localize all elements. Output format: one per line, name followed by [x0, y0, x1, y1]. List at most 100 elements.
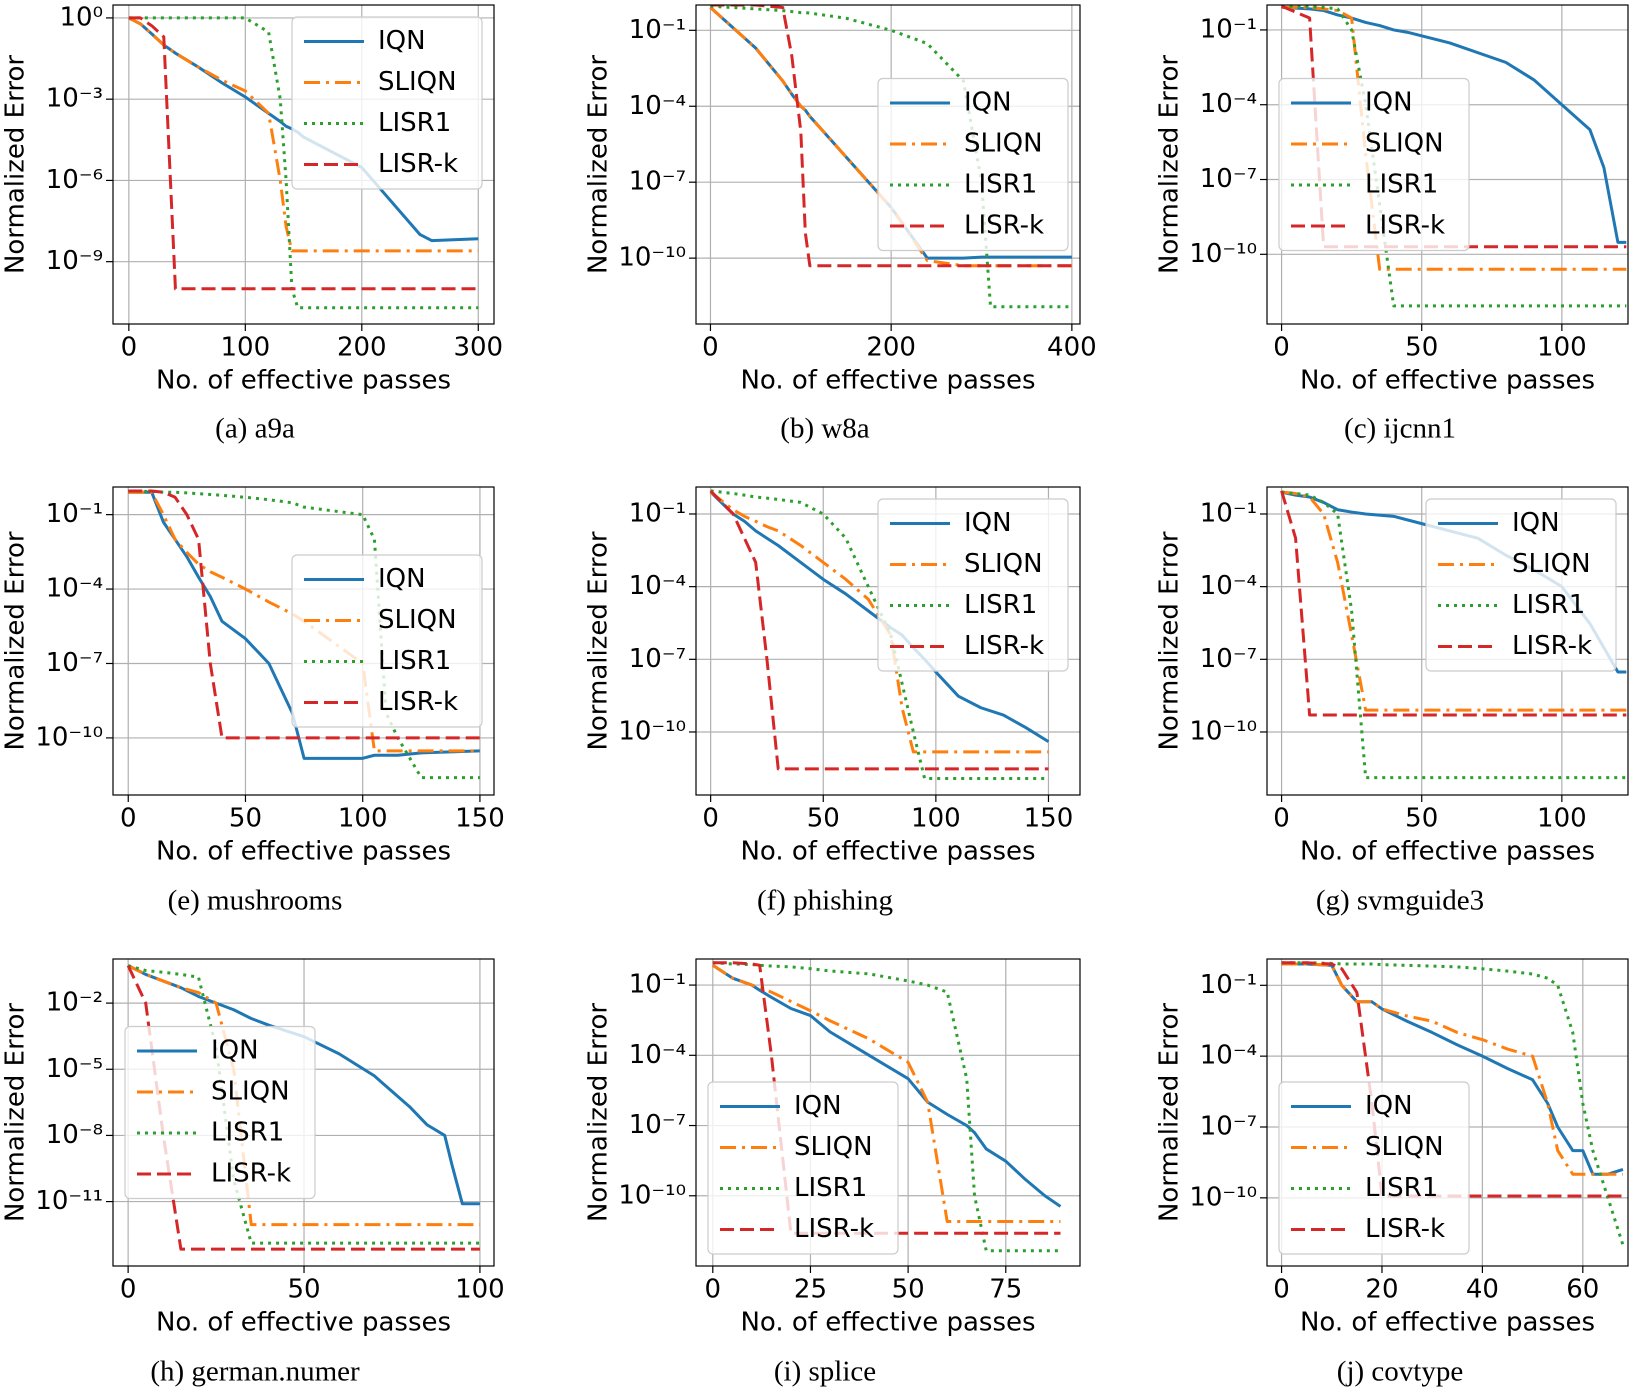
- legend-label: SLIQN: [964, 549, 1043, 579]
- x-axis-label: No. of effective passes: [156, 1308, 451, 1338]
- y-tick-label: 10⁻⁴: [629, 91, 686, 121]
- x-tick-label: 50: [287, 1275, 320, 1305]
- series-line: [1281, 490, 1627, 780]
- legend-box: [877, 498, 1069, 672]
- y-tick-label: 10⁻⁴: [46, 574, 103, 604]
- y-tick-label: 10⁻¹⁰: [618, 1180, 686, 1210]
- plot-frame: [1266, 486, 1629, 796]
- series-line: [709, 490, 1049, 754]
- x-tick-label: 0: [702, 333, 719, 363]
- legend-label: SLIQN: [1365, 129, 1444, 159]
- x-tick-label: 0: [1273, 333, 1290, 363]
- series-line: [127, 964, 480, 1245]
- legend-label: LISR-k: [211, 1159, 291, 1189]
- chart-panel: 0 200 400 10⁻¹⁰ 10⁻⁷ 10⁻⁴ 10⁻¹ IQN SLIQN LISR1 LIS…: [584, 4, 1097, 445]
- x-tick-label: 100: [911, 804, 961, 834]
- legend-box: [124, 1025, 316, 1200]
- legend-label: IQN: [378, 564, 426, 594]
- y-tick-label: 10⁻⁷: [1200, 1111, 1257, 1141]
- y-axis-label: Normalized Error: [1155, 531, 1185, 750]
- x-tick-label: 200: [866, 333, 916, 363]
- plot-frame: [112, 958, 495, 1267]
- y-axis-label: Normalized Error: [584, 531, 614, 750]
- series-line: [128, 490, 480, 753]
- series-line: [128, 16, 479, 253]
- x-tick-label: 100: [220, 333, 270, 363]
- legend-box: [291, 554, 483, 728]
- legend-label: SLIQN: [964, 129, 1043, 159]
- series-line: [127, 964, 480, 1227]
- series-group: [709, 5, 1072, 309]
- y-tick-label: 10⁻¹⁰: [1189, 716, 1257, 746]
- legend-label: LISR1: [378, 108, 451, 138]
- caption: (h) german.numer: [150, 1356, 360, 1388]
- chart-panel: 0 25 50 75 10⁻¹⁰ 10⁻⁷ 10⁻⁴ 10⁻¹ IQN SLIQN LISR1 LIS…: [584, 958, 1081, 1388]
- y-tick-label: 10⁻⁶: [46, 165, 103, 195]
- y-tick-label: 10⁻¹⁰: [618, 243, 686, 273]
- x-tick-label: 50: [807, 804, 840, 834]
- y-tick-label: 10⁻⁴: [1200, 571, 1257, 601]
- x-tick-label: 100: [1537, 333, 1587, 363]
- y-tick-label: 10⁻¹: [1200, 14, 1257, 44]
- legend-label: LISR-k: [1512, 631, 1592, 661]
- x-tick-label: 300: [453, 333, 503, 363]
- x-tick-label: 100: [455, 1275, 505, 1305]
- x-tick-label: 200: [337, 333, 387, 363]
- legend-label: LISR1: [964, 590, 1037, 620]
- series-line: [710, 5, 1072, 309]
- legend-label: LISR1: [211, 1118, 284, 1148]
- y-tick-label: 10⁻¹⁰: [35, 722, 103, 752]
- y-tick-label: 10⁻¹⁰: [1189, 239, 1257, 269]
- x-tick-label: 0: [120, 1275, 137, 1305]
- y-tick-label: 10⁻¹: [1200, 498, 1257, 528]
- y-axis-label: Normalized Error: [1155, 55, 1185, 274]
- series-line: [709, 489, 1049, 771]
- x-tick-label: 100: [338, 804, 388, 834]
- y-tick-label: 10⁻⁷: [1200, 644, 1257, 674]
- y-tick-label: 10⁻⁷: [629, 644, 686, 674]
- x-tick-label: 100: [1537, 804, 1587, 834]
- legend-label: LISR1: [378, 646, 451, 676]
- legend-label: LISR-k: [1365, 1214, 1445, 1244]
- legend-box: [1425, 498, 1617, 672]
- x-tick-label: 0: [1273, 804, 1290, 834]
- legend-label: SLIQN: [378, 605, 457, 635]
- caption: (b) w8a: [780, 413, 870, 445]
- x-axis-label: No. of effective passes: [740, 837, 1035, 867]
- x-axis-label: No. of effective passes: [1300, 366, 1595, 396]
- x-axis-label: No. of effective passes: [156, 366, 451, 396]
- y-tick-label: 10⁻¹⁰: [1189, 1182, 1257, 1212]
- y-tick-label: 10⁻⁴: [1200, 89, 1257, 119]
- x-tick-label: 50: [1405, 804, 1438, 834]
- legend-label: IQN: [1365, 88, 1413, 118]
- series-line: [1281, 5, 1627, 308]
- series-line: [1281, 490, 1627, 712]
- series-line: [126, 965, 480, 1251]
- y-tick-label: 10⁻¹¹: [35, 1186, 103, 1216]
- series-line: [128, 489, 480, 740]
- legend-label: LISR-k: [964, 211, 1044, 241]
- x-axis-label: No. of effective passes: [1300, 837, 1595, 867]
- y-axis-label: Normalized Error: [1, 531, 31, 750]
- plot-frame: [695, 486, 1081, 796]
- x-tick-label: 0: [702, 804, 719, 834]
- legend-label: LISR1: [1365, 1173, 1438, 1203]
- legend-label: IQN: [794, 1091, 842, 1121]
- caption: (a) a9a: [215, 413, 295, 445]
- y-axis-label: Normalized Error: [584, 1003, 614, 1222]
- caption: (f) phishing: [757, 885, 893, 917]
- series-group: [1281, 961, 1625, 1246]
- series-line: [712, 961, 1061, 1235]
- x-tick-label: 0: [120, 804, 137, 834]
- series-line: [1281, 962, 1623, 1176]
- chart-panel: 0 50 100 10⁻¹¹ 10⁻⁸ 10⁻⁵ 10⁻² IQN SLIQN LISR1 LISR…: [1, 958, 505, 1388]
- x-tick-label: 150: [1024, 804, 1074, 834]
- series-line: [128, 16, 479, 310]
- y-tick-label: 10⁻¹: [629, 498, 686, 528]
- x-tick-label: 50: [1405, 333, 1438, 363]
- x-tick-label: 0: [1273, 1275, 1290, 1305]
- y-tick-label: 10⁰: [59, 2, 103, 32]
- legend-label: IQN: [1365, 1091, 1413, 1121]
- y-tick-label: 10⁻²: [46, 988, 103, 1018]
